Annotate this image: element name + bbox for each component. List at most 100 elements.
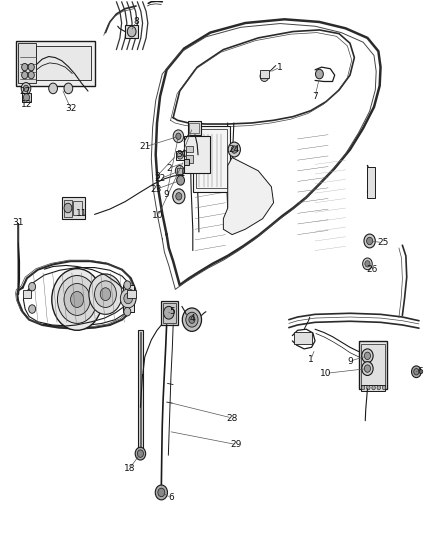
Circle shape [28, 71, 34, 79]
Text: 22: 22 [155, 174, 166, 183]
Circle shape [89, 274, 122, 314]
Text: 7: 7 [312, 92, 318, 101]
Text: 31: 31 [12, 219, 24, 228]
Circle shape [21, 63, 28, 71]
Circle shape [361, 385, 365, 390]
Circle shape [189, 316, 195, 324]
Circle shape [362, 349, 373, 363]
Text: 1: 1 [277, 63, 283, 71]
Text: 30: 30 [176, 150, 187, 159]
Bar [294, 332, 312, 344]
Circle shape [362, 362, 373, 375]
Text: 12: 12 [21, 100, 32, 109]
Circle shape [124, 293, 133, 304]
Text: 1: 1 [308, 355, 314, 364]
Circle shape [28, 305, 35, 313]
Circle shape [364, 234, 375, 248]
Bar [127, 290, 136, 298]
Circle shape [177, 152, 183, 159]
Text: 10: 10 [152, 212, 164, 221]
Circle shape [120, 289, 136, 308]
Bar [62, 197, 85, 219]
Bar [73, 200, 82, 215]
Circle shape [28, 282, 35, 291]
Circle shape [23, 85, 28, 92]
Circle shape [21, 83, 31, 94]
Circle shape [176, 192, 182, 200]
Circle shape [315, 69, 323, 79]
Text: 2: 2 [166, 164, 172, 173]
Bar [184, 136, 210, 173]
Circle shape [228, 142, 240, 157]
Text: 9: 9 [347, 357, 353, 366]
Circle shape [382, 385, 386, 390]
Text: 28: 28 [226, 414, 238, 423]
Text: 9: 9 [164, 190, 170, 199]
Bar [64, 199, 72, 216]
Bar [361, 344, 385, 386]
Bar [138, 330, 143, 453]
Bar [367, 166, 375, 198]
Bar [186, 146, 193, 152]
Circle shape [177, 175, 184, 185]
Circle shape [49, 83, 57, 94]
Circle shape [175, 165, 184, 176]
Circle shape [64, 83, 73, 94]
Bar [163, 303, 176, 323]
Text: 6: 6 [417, 367, 423, 376]
Circle shape [28, 63, 34, 71]
Circle shape [23, 94, 29, 101]
Bar [18, 43, 35, 83]
Circle shape [414, 368, 419, 375]
Text: 21: 21 [139, 142, 151, 151]
Text: 3: 3 [154, 172, 160, 181]
Circle shape [364, 365, 371, 372]
Circle shape [365, 261, 370, 267]
Bar [186, 155, 193, 163]
Circle shape [100, 288, 111, 301]
Circle shape [64, 203, 72, 213]
Circle shape [127, 26, 136, 37]
Text: 11: 11 [76, 209, 87, 218]
Bar [359, 341, 387, 389]
Circle shape [231, 146, 237, 154]
Circle shape [176, 133, 181, 140]
Circle shape [182, 308, 201, 332]
Circle shape [173, 189, 185, 204]
Circle shape [367, 237, 373, 245]
Circle shape [57, 276, 97, 324]
Circle shape [260, 71, 269, 82]
Text: 32: 32 [65, 103, 76, 112]
Bar [177, 167, 182, 174]
Circle shape [52, 269, 102, 330]
Circle shape [367, 385, 370, 390]
Text: 4: 4 [190, 314, 196, 323]
Bar [184, 159, 189, 165]
Circle shape [186, 312, 198, 327]
Circle shape [135, 447, 146, 460]
Text: 18: 18 [124, 464, 135, 473]
Polygon shape [223, 158, 274, 235]
Text: 29: 29 [231, 440, 242, 449]
Circle shape [95, 281, 117, 308]
Bar [140, 332, 141, 451]
Circle shape [363, 258, 372, 270]
Circle shape [124, 281, 131, 289]
Bar [261, 70, 269, 78]
Circle shape [71, 292, 84, 308]
Text: 6: 6 [168, 493, 174, 502]
Bar [16, 41, 95, 86]
Circle shape [372, 385, 375, 390]
Circle shape [155, 485, 167, 500]
Bar [193, 126, 230, 192]
Circle shape [364, 352, 371, 360]
Circle shape [138, 450, 144, 457]
Text: 23: 23 [150, 185, 161, 194]
Bar [36, 46, 91, 80]
Bar [189, 124, 199, 133]
Circle shape [173, 130, 184, 143]
Bar [21, 93, 31, 102]
Circle shape [124, 308, 131, 316]
Circle shape [412, 366, 421, 377]
Bar [196, 130, 227, 188]
